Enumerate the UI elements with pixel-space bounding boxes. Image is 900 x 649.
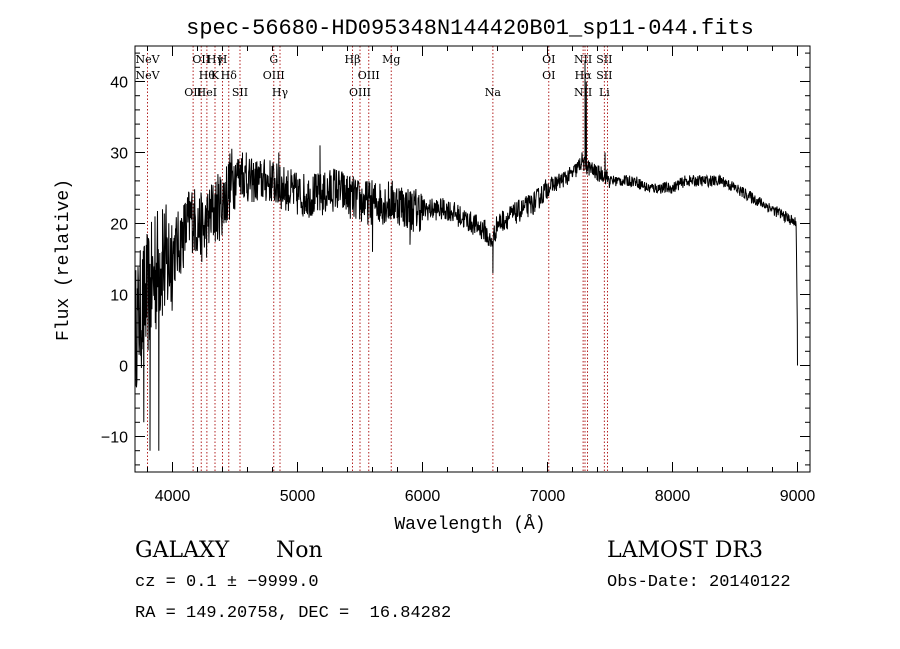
x-axis-label: Wavelength (Å) — [394, 514, 545, 535]
y-tick-label: −10 — [101, 430, 128, 447]
line-label-9-0: Hγ — [272, 86, 289, 99]
line-label-2-0: OII — [192, 53, 210, 66]
line-label-11-0: OIII — [349, 86, 371, 99]
line-label-12-0: OIII — [358, 69, 380, 82]
line-label-3-0: Hθ — [199, 69, 216, 82]
spectrum-chart: spec-56680-HD095348N144420B01_sp11-044.f… — [54, 16, 816, 535]
line-label-8-0: G — [269, 53, 278, 66]
line-label-5-0: H — [218, 53, 228, 66]
line-label-19-0: SII — [596, 53, 612, 66]
x-tick-label: 8000 — [655, 488, 691, 505]
x-axis: 4000 5000 6000 7000 8000 9000 — [147, 46, 816, 505]
survey-label: LAMOST DR3 — [607, 538, 763, 563]
line-label-13-0: Mg — [382, 53, 400, 66]
coordinates-text: RA = 149.20758, DEC = 16.84282 — [135, 604, 452, 623]
x-tick-label: 9000 — [780, 488, 816, 505]
obs-date: Obs-Date: 20140122 — [607, 573, 791, 592]
y-axis: −10 0 10 20 30 40 — [101, 52, 810, 466]
line-label-6-0: Hδ — [221, 69, 238, 82]
line-label-1-0: OII — [184, 86, 202, 99]
line-label-16-2: NII — [574, 86, 592, 99]
line-label-14-0: Na — [485, 86, 502, 99]
line-label-0-0: NeV — [135, 53, 160, 66]
emission-line-markers — [147, 46, 608, 472]
plot-frame — [134, 45, 811, 473]
x-tick-label: 4000 — [155, 488, 191, 505]
line-label-15-1: OI — [542, 69, 555, 82]
y-tick-label: 10 — [110, 288, 128, 305]
line-label-16-1: Hα — [575, 69, 593, 82]
x-tick-label: 6000 — [405, 488, 441, 505]
y-tick-label: 20 — [110, 217, 128, 234]
redshift-text: cz = 0.1 ± −9999.0 — [135, 573, 319, 592]
line-label-4-1: K — [211, 69, 220, 82]
line-label-19-2: Li — [599, 86, 610, 99]
y-tick-label: 40 — [110, 75, 128, 92]
chart-title: spec-56680-HD095348N144420B01_sp11-044.f… — [186, 16, 754, 41]
y-tick-label: 0 — [119, 359, 128, 376]
y-axis-label: Flux (relative) — [54, 179, 74, 341]
subclass-label: Non — [276, 538, 323, 563]
x-tick-label: 7000 — [530, 488, 566, 505]
spectrum-series-line — [134, 60, 798, 451]
line-label-0-1: NeV — [135, 69, 160, 82]
line-label-16-0: NII — [574, 53, 592, 66]
y-tick-label: 30 — [110, 146, 128, 163]
x-tick-label: 5000 — [280, 488, 316, 505]
line-label-8-1: OIII — [263, 69, 285, 82]
line-label-10-0: Hβ — [345, 53, 361, 66]
line-label-4-0: Hγ — [207, 53, 224, 66]
line-label-15-0: OI — [542, 53, 555, 66]
emission-line-labels: NeV NeV OII OII Hθ HeI Hγ KH Hδ SII G OIII Hγ Hβ OIII O… — [135, 53, 612, 99]
line-label-19-1: SII — [596, 69, 612, 82]
class-label: GALAXY — [135, 538, 230, 563]
line-label-7-0: SII — [232, 86, 248, 99]
line-label-3-1: HeI — [197, 86, 217, 99]
